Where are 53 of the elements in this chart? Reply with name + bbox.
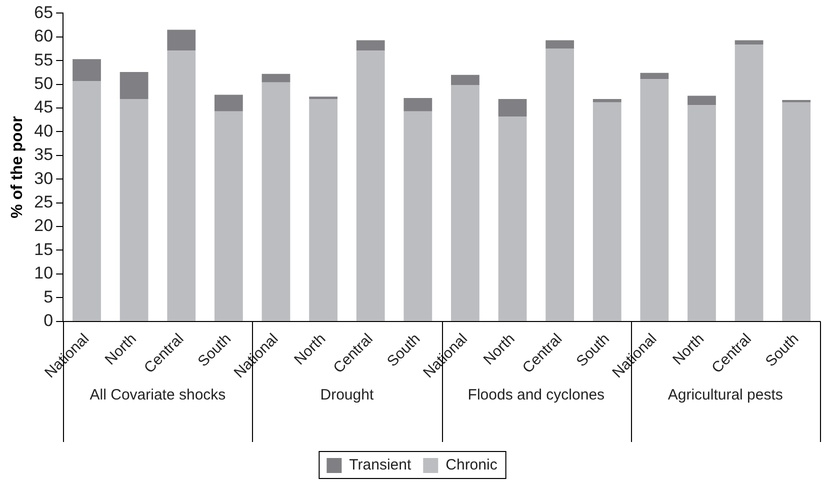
bar [120,99,148,321]
bar [592,102,622,321]
bar [782,102,811,321]
bar [734,40,764,44]
y-tick-label: 10 [34,264,54,283]
bar [309,96,338,100]
bar [688,105,716,321]
bar [72,80,101,321]
y-tick-label: 25 [34,192,54,212]
y-tick-label: 0 [44,311,54,330]
bar [688,96,716,106]
bar [214,94,243,112]
y-tick-label: 65 [34,2,54,22]
bar [640,79,669,321]
bar [262,82,290,321]
y-tick-label: 5 [44,287,54,306]
bar [498,99,527,117]
bar [498,116,527,321]
bar [309,99,338,321]
bar [451,74,480,86]
y-tick-label: 45 [34,98,54,117]
y-axis-title: % of the poor [9,116,26,218]
bar [356,40,385,51]
y-tick-label: 15 [34,240,54,259]
bar [356,50,385,321]
y-tick-label: 35 [34,145,54,164]
y-tick-label: 60 [34,26,54,46]
bar [734,44,764,321]
y-tick-label: 20 [34,216,54,236]
text: Floods and cyclones [468,386,605,404]
bar [782,100,811,102]
text: Drought [320,386,374,404]
bar [546,48,574,321]
y-tick-label: 50 [34,74,54,93]
bar [640,72,669,80]
bar [167,30,196,51]
text: All Covariate shocks [90,386,226,404]
bar [214,111,243,321]
bar [592,99,622,102]
y-tick-label: 30 [34,168,54,188]
y-tick-label: 55 [34,50,54,70]
y-tick-label: 40 [34,121,54,140]
bar [72,59,101,81]
bar [404,111,432,321]
bar [546,40,574,49]
text: Agricultural pests [668,386,783,404]
bar [120,72,148,100]
legend-label: Transient [349,456,412,474]
legend-label: Chronic [446,456,498,474]
bar [167,50,196,321]
bar [262,74,290,82]
bar [451,85,480,321]
bar [404,98,432,112]
